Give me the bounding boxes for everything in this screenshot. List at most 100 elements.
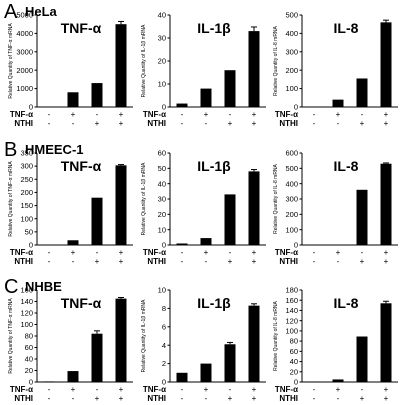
condition-label-nthi: NTHI: [147, 394, 166, 403]
y-tick-label: 40: [158, 11, 166, 20]
bar-4: [248, 305, 260, 382]
condition-sign: +: [95, 119, 100, 128]
condition-label-nthi: NTHI: [14, 257, 33, 266]
condition-sign: -: [313, 385, 316, 394]
chart-title: IL-8: [334, 295, 359, 311]
y-tick-label: 3000: [16, 47, 33, 56]
bar-1: [176, 372, 188, 382]
bar-2: [200, 238, 212, 245]
bar-3: [91, 333, 103, 382]
condition-sign: +: [384, 110, 389, 119]
condition-sign: +: [360, 257, 365, 266]
y-axis-label: Relative Quantity of IL-1β mRNA: [141, 299, 147, 372]
y-tick-label: 350: [20, 149, 33, 158]
y-tick-label: 100: [20, 214, 33, 223]
y-tick-label: 20: [25, 366, 33, 375]
y-tick-label: 2000: [16, 66, 33, 75]
y-tick-label: 40: [25, 355, 33, 364]
y-tick-label: 60: [290, 347, 298, 356]
row-letter-A: A: [4, 1, 18, 23]
y-tick-label: 60: [158, 149, 166, 158]
y-tick-label: 160: [285, 296, 298, 305]
condition-sign: -: [96, 248, 99, 257]
condition-label-tnf: TNF-α: [10, 110, 33, 119]
condition-sign: +: [384, 257, 389, 266]
y-tick-label: 300: [285, 195, 298, 204]
condition-sign: +: [360, 394, 365, 403]
y-tick-label: 60: [25, 343, 33, 352]
bar-4: [248, 31, 260, 108]
y-tick-label: 20: [158, 210, 166, 219]
y-tick-label: 140: [285, 306, 298, 315]
condition-sign: +: [228, 119, 233, 128]
y-axis-label: Relative Quantity of IL-8 mRNA: [273, 163, 279, 233]
condition-label-nthi: NTHI: [147, 257, 166, 266]
condition-sign: +: [119, 110, 124, 119]
y-tick-label: 1000: [16, 84, 33, 93]
condition-sign: -: [181, 257, 184, 266]
y-tick-label: 100: [285, 84, 298, 93]
condition-sign: -: [96, 385, 99, 394]
y-axis-label: Relative Quantity of TNF-α mRNA: [8, 23, 14, 99]
condition-sign: -: [181, 385, 184, 394]
condition-sign: +: [336, 110, 341, 119]
bar-2: [67, 371, 79, 382]
condition-sign: +: [384, 119, 389, 128]
y-tick-label: 0: [294, 241, 298, 250]
condition-label-tnf: TNF-α: [10, 248, 33, 257]
y-tick-label: 30: [158, 195, 166, 204]
condition-sign: +: [204, 385, 209, 394]
condition-sign: -: [72, 257, 75, 266]
y-tick-label: 0: [29, 103, 33, 112]
bar-3: [224, 344, 236, 382]
condition-sign: -: [361, 110, 364, 119]
y-axis-label: Relative Quantity of IL-8 mRNA: [273, 25, 279, 95]
bar-3: [356, 78, 368, 107]
condition-sign: +: [119, 394, 124, 403]
chart-title: IL-8: [334, 158, 359, 174]
chart-panel-3: IL-8 0 100 200 300 400 500 Relative Quantity of…: [273, 11, 398, 128]
chart-panel-5: IL-1β 0 10 20 30 40 50 60 Relative Quantity of I…: [141, 149, 266, 266]
condition-sign: +: [119, 385, 124, 394]
condition-sign: -: [313, 110, 316, 119]
y-tick-label: 200: [285, 66, 298, 75]
bar-2: [332, 379, 344, 382]
y-tick-label: 50: [158, 164, 166, 173]
y-tick-label: 140: [20, 297, 33, 306]
condition-sign: -: [48, 257, 51, 266]
bar-4: [380, 163, 392, 245]
condition-label-nthi: NTHI: [279, 394, 298, 403]
chart-title: IL-1β: [197, 20, 231, 36]
y-tick-label: 80: [290, 337, 298, 346]
y-axis-label: Relative Quantity of IL-8 mRNA: [273, 300, 279, 370]
bar-3: [224, 70, 236, 107]
condition-sign: -: [72, 119, 75, 128]
condition-label-tnf: TNF-α: [275, 110, 298, 119]
y-tick-label: 0: [29, 378, 33, 387]
bar-1: [176, 103, 188, 107]
condition-sign: -: [229, 110, 232, 119]
cell-line-label-hela: HeLa: [25, 4, 58, 19]
y-tick-label: 2: [162, 359, 166, 368]
y-axis-label: Relative Quantity of TNF-α mRNA: [8, 161, 14, 237]
y-tick-label: 5000: [16, 11, 33, 20]
condition-sign: +: [384, 248, 389, 257]
chart-title: IL-1β: [197, 295, 231, 311]
condition-label-tnf: TNF-α: [143, 385, 166, 394]
bar-3: [91, 197, 103, 245]
y-tick-label: 120: [285, 316, 298, 325]
y-tick-label: 100: [285, 225, 298, 234]
condition-sign: +: [252, 394, 257, 403]
condition-sign: +: [228, 257, 233, 266]
bar-3: [356, 336, 368, 382]
condition-sign: -: [361, 248, 364, 257]
condition-sign: +: [252, 385, 257, 394]
condition-sign: +: [228, 394, 233, 403]
chart-title: IL-1β: [197, 158, 231, 174]
bar-2: [200, 363, 212, 382]
y-tick-label: 200: [285, 210, 298, 219]
condition-sign: -: [361, 385, 364, 394]
